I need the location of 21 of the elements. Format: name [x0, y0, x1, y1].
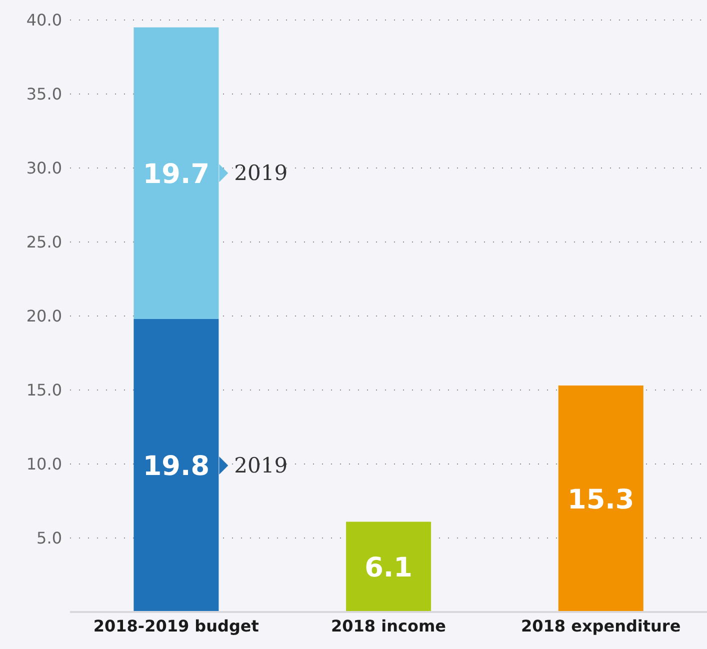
y-tick-label: 5.0 — [36, 528, 62, 548]
y-tick-label: 15.0 — [26, 380, 62, 400]
y-tick-label: 10.0 — [26, 454, 62, 474]
data-label: 6.1 — [364, 552, 412, 584]
bar — [134, 27, 219, 319]
y-tick-label: 40.0 — [26, 10, 62, 30]
bar — [134, 318, 219, 612]
x-tick-label: 2018 expenditure — [520, 616, 681, 636]
annotation: 2019 — [234, 161, 288, 186]
bar — [346, 522, 432, 612]
bar — [558, 386, 644, 612]
data-label: 19.7 — [142, 158, 210, 190]
y-tick-label: 35.0 — [26, 84, 62, 104]
data-label: 19.8 — [142, 451, 210, 482]
annotation: 2019 — [234, 453, 288, 478]
x-tick-label: 2018-2019 budget — [93, 616, 260, 636]
y-tick-label: 30.0 — [26, 158, 62, 178]
data-label: 15.3 — [568, 484, 634, 516]
x-tick-label: 2018 income — [331, 616, 446, 636]
y-tick-label: 20.0 — [26, 306, 62, 326]
y-tick-label: 25.0 — [26, 232, 62, 252]
